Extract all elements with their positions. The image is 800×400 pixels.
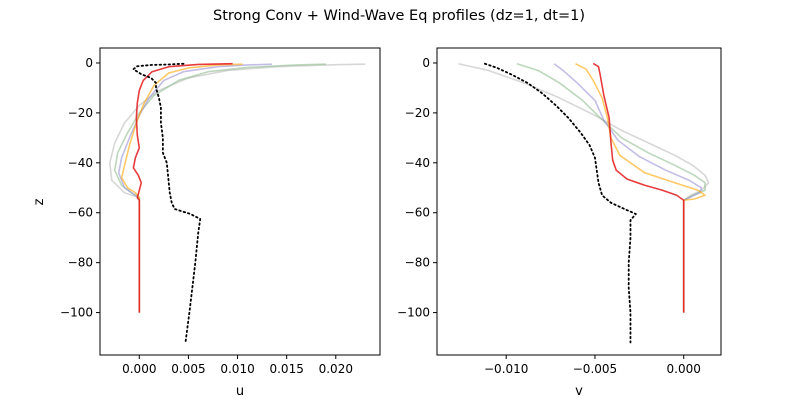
u-ylabel: z xyxy=(32,198,47,205)
figure-title: Strong Conv + Wind-Wave Eq profiles (dz=… xyxy=(213,8,585,24)
v-series-layer xyxy=(458,62,710,344)
v-series-line-obs xyxy=(484,62,637,344)
v-ytick-label: −100 xyxy=(397,306,430,320)
u-xtick-label: 0.015 xyxy=(269,362,303,376)
v-ytick-label: −80 xyxy=(405,256,430,270)
v-xtick-label: 0.000 xyxy=(667,362,701,376)
u-profile-panel: 0.000 0.005 0.010 0.015 0.020 0 −20 −40 −60 −80 −1… xyxy=(32,47,381,399)
u-series-line-orange xyxy=(120,63,243,313)
u-xtick-label: 0.020 xyxy=(319,362,353,376)
u-series-line-red xyxy=(132,62,233,313)
u-series-line-gray xyxy=(109,63,366,313)
v-xlabel: v xyxy=(575,384,583,399)
u-ytick-label: −60 xyxy=(68,206,93,220)
u-xtick-label: 0.010 xyxy=(220,362,254,376)
v-series-line-orange xyxy=(575,63,706,313)
u-series-line-purple xyxy=(117,63,272,313)
v-series-line-green xyxy=(516,62,706,313)
v-ytick-label: 0 xyxy=(422,56,430,70)
u-ytick-label: −100 xyxy=(60,306,93,320)
v-xtick-label: −0.005 xyxy=(573,362,617,376)
u-series-layer xyxy=(109,62,366,344)
v-series-line-gray xyxy=(458,62,710,313)
v-ytick-label: −20 xyxy=(405,106,430,120)
v-profile-panel: −0.010 −0.005 0.000 0 −20 −40 −60 −80 −100 v xyxy=(397,47,722,399)
u-ytick-label: −20 xyxy=(68,106,93,120)
v-ytick-label: −60 xyxy=(405,206,430,220)
v-tick-layer: −0.010 −0.005 0.000 0 −20 −40 −60 −80 −100 xyxy=(397,56,701,376)
u-xtick-label: 0.000 xyxy=(122,362,156,376)
u-ytick-label: 0 xyxy=(85,56,93,70)
u-axes-frame xyxy=(99,47,381,356)
u-xlabel: u xyxy=(236,384,244,399)
v-series-line-purple xyxy=(553,63,703,313)
u-ytick-label: −80 xyxy=(68,256,93,270)
u-series-line-obs xyxy=(132,62,202,344)
u-tick-layer: 0.000 0.005 0.010 0.015 0.020 0 −20 −40 −60 −80 −1… xyxy=(60,56,353,376)
v-ytick-label: −40 xyxy=(405,156,430,170)
u-xtick-label: 0.005 xyxy=(171,362,205,376)
u-ytick-label: −40 xyxy=(68,156,93,170)
v-series-line-red xyxy=(592,62,685,313)
v-axes-frame xyxy=(436,47,722,356)
v-xtick-label: −0.010 xyxy=(484,362,528,376)
